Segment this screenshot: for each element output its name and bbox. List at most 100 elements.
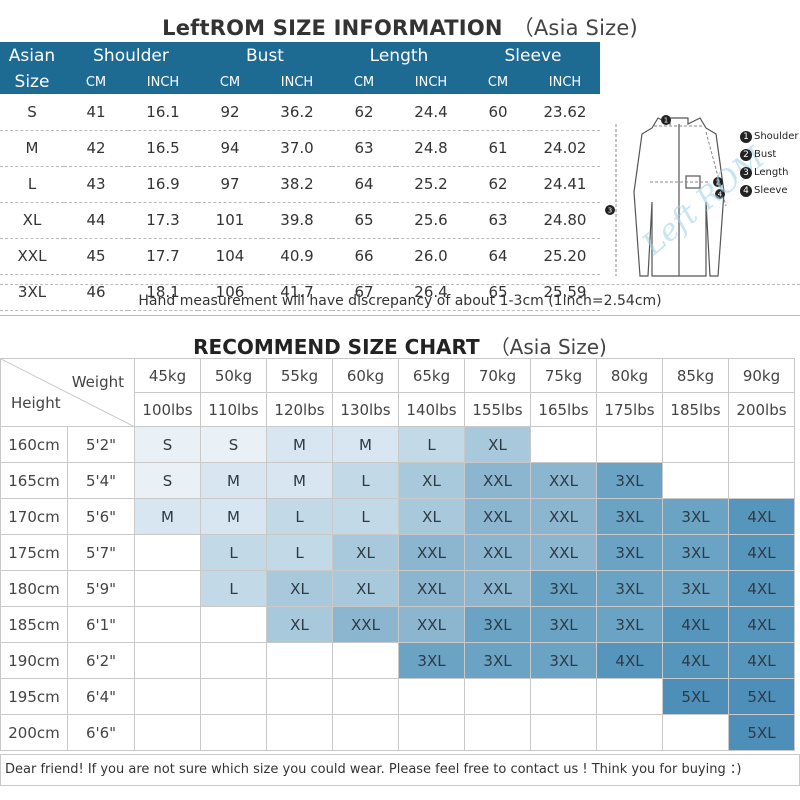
height-feet: 5'9" [67,570,135,607]
size-cell: XXL [530,534,597,571]
height-row: 185cm 6'1" XL XXL XXL 3XL 3XL 3XL 4XL 4XL [0,606,795,643]
size-cell: L [200,570,267,607]
size-cell [596,678,663,715]
measurement-value: 92 [198,94,262,131]
footer-message: Dear friend! If you are not sure which s… [0,754,800,786]
size-cell: 4XL [728,606,795,643]
size-cell: 3XL [596,534,663,571]
weight-kg-header: 85kg [662,358,729,393]
size-cell: 3XL [596,570,663,607]
size-label: M [0,130,64,167]
size-cell: XXL [530,498,597,535]
size-cell: S [134,426,201,463]
weight-kg-header: 80kg [596,358,663,393]
measurement-value: 42 [64,130,128,167]
size-info-table: Asian Shoulder Bust Length Sleeve Size C… [0,42,600,311]
measurement-value: 65 [332,202,396,239]
measurement-value: 44 [64,202,128,239]
weight-lbs-row: 100lbs 110lbs 120lbs 130lbs 140lbs 155lbs 165l… [1,392,795,427]
size-cell: XXL [332,606,399,643]
size-cell [728,426,795,463]
svg-text:1: 1 [664,117,668,125]
size-cell: XXL [398,570,465,607]
size-cell: L [332,498,399,535]
size-cell: M [200,498,267,535]
measurement-value: 97 [198,166,262,203]
recommend-title-sub: （Asia Size) [489,335,607,359]
height-cm: 160cm [0,426,68,463]
weight-kg-header: 45kg [134,358,201,393]
weight-lbs-header: 100lbs [134,392,201,427]
size-cell: 3XL [464,642,531,679]
size-cell: XL [398,498,465,535]
size-label: XL [0,202,64,239]
weight-lbs-header: 200lbs [728,392,795,427]
size-cell [266,642,333,679]
measurement-legend: 1 Shoulder 2 Bust 3 Length 4 Sleeve [740,128,799,200]
size-info-row: 3XL 46 18.1 106 41.7 67 26.4 65 25.59 [0,274,600,311]
size-cell: 4XL [596,642,663,679]
measurement-value: 46 [64,274,128,311]
height-row: 200cm 6'6" 5XL [0,714,795,751]
size-cell: XL [398,462,465,499]
measurement-value: 39.8 [262,202,332,239]
weight-lbs-header: 155lbs [464,392,531,427]
size-cell [134,642,201,679]
measurement-value: 17.3 [128,202,198,239]
unit-inch: INCH [128,70,198,94]
weight-lbs-header: 165lbs [530,392,597,427]
height-cm: 195cm [0,678,68,715]
size-info-row: L 43 16.9 97 38.2 64 25.2 62 24.41 [0,166,600,203]
size-cell [200,606,267,643]
measurement-value: 26.0 [396,238,466,275]
size-cell [200,714,267,751]
measurement-value: 64 [466,238,530,275]
height-cm: 170cm [0,498,68,535]
size-cell: M [266,426,333,463]
measurement-value: 16.9 [128,166,198,203]
measurement-value: 38.2 [262,166,332,203]
size-cell: 3XL [662,570,729,607]
measurement-value: 18.1 [128,274,198,311]
size-info-title-main: LeftROM SIZE INFORMATION [162,16,503,40]
measurement-value: 37.0 [262,130,332,167]
size-cell: XL [464,426,531,463]
measurement-value: 25.20 [530,238,600,275]
bust-header: Bust [198,42,332,70]
size-cell: 3XL [398,642,465,679]
size-cell [662,714,729,751]
size-cell: XXL [398,534,465,571]
measurement-value: 60 [466,94,530,131]
size-info-header-row: Asian Shoulder Bust Length Sleeve [0,42,600,70]
size-cell [398,714,465,751]
size-cell: L [332,462,399,499]
recommend-title-main: RECOMMEND SIZE CHART [193,335,480,359]
size-cell [530,714,597,751]
measurement-value: 45 [64,238,128,275]
height-cm: 165cm [0,462,68,499]
height-feet: 5'7" [67,534,135,571]
measurement-value: 66 [332,238,396,275]
size-cell [530,678,597,715]
height-row: 160cm 5'2" S S M M L XL [0,426,795,463]
size-cell [266,678,333,715]
weight-kg-header: 60kg [332,358,399,393]
height-row: 175cm 5'7" L L XL XXL XXL XXL 3XL 3XL 4XL [0,534,795,571]
size-cell: 3XL [662,534,729,571]
size-cell: M [266,462,333,499]
measurement-value: 40.9 [262,238,332,275]
height-label: Height [11,394,61,412]
height-row: 195cm 6'4" 5XL 5XL [0,678,795,715]
unit-cm: CM [64,70,128,94]
height-feet: 6'1" [67,606,135,643]
size-cell: XL [266,606,333,643]
size-cell [332,714,399,751]
size-cell: 5XL [662,678,729,715]
size-cell: L [266,498,333,535]
measurement-value: 43 [64,166,128,203]
legend-item: 4 Sleeve [740,182,799,200]
height-cm: 200cm [0,714,68,751]
height-row: 170cm 5'6" M M L L XL XXL XXL 3XL 3XL 4XL [0,498,795,535]
weight-lbs-header: 120lbs [266,392,333,427]
marker-3 [605,205,615,215]
